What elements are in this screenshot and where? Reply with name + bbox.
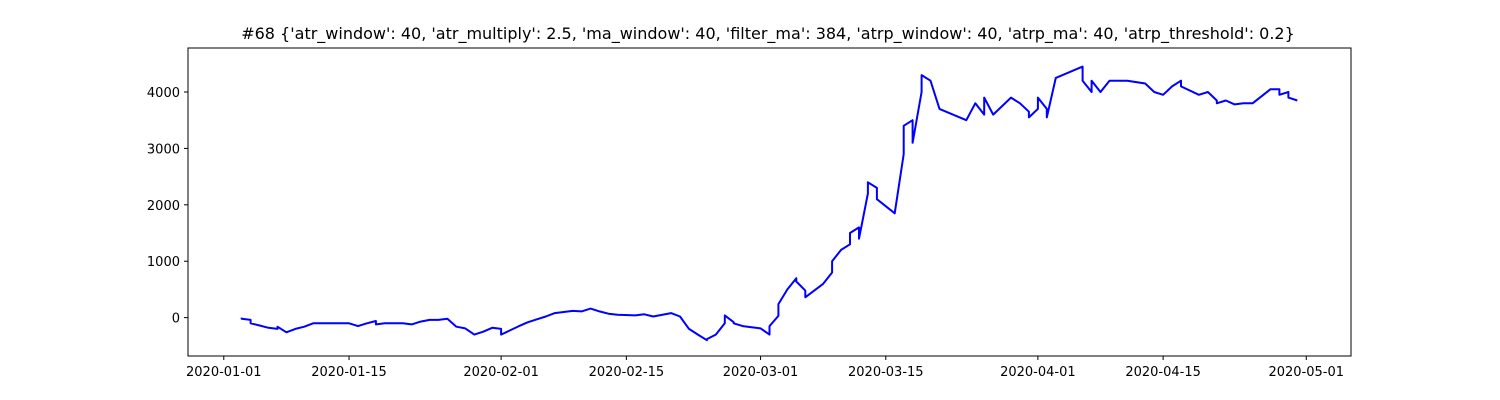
x-tick-label: 2020-04-15: [1125, 365, 1201, 380]
chart-title: #68 {'atr_window': 40, 'atr_multiply': 2…: [241, 24, 1295, 44]
series-layer: [240, 65, 1298, 342]
x-tick-label: 2020-02-01: [463, 365, 539, 380]
y-tick-label: 4000: [147, 86, 180, 101]
x-axis: 2020-01-01 2020-01-15 2020-02-01 2020-02-15…: [186, 356, 1344, 380]
x-tick-label: 2020-03-15: [848, 365, 924, 380]
x-tick-label: 2020-01-01: [186, 365, 262, 380]
x-tick-label: 2020-04-01: [1000, 365, 1076, 380]
x-tick-label: 2020-02-15: [589, 365, 665, 380]
y-tick-label: 0: [172, 312, 180, 327]
y-tick-label: 1000: [147, 255, 180, 270]
series-line: [240, 65, 1298, 342]
x-tick-label: 2020-05-01: [1268, 365, 1344, 380]
y-axis: 0 1000 2000 3000 4000: [147, 86, 188, 327]
y-tick-label: 3000: [147, 142, 180, 157]
x-tick-label: 2020-03-01: [723, 365, 799, 380]
plot-area-frame: [187, 47, 1352, 357]
x-tick-label: 2020-01-15: [311, 365, 387, 380]
y-tick-label: 2000: [147, 199, 180, 214]
